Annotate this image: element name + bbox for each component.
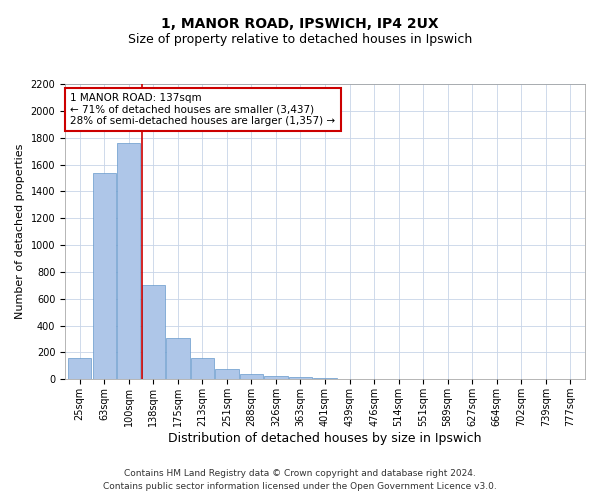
Bar xyxy=(240,374,263,380)
Bar xyxy=(338,378,361,380)
Bar xyxy=(117,143,140,380)
Text: 1, MANOR ROAD, IPSWICH, IP4 2UX: 1, MANOR ROAD, IPSWICH, IP4 2UX xyxy=(161,18,439,32)
X-axis label: Distribution of detached houses by size in Ipswich: Distribution of detached houses by size … xyxy=(168,432,482,445)
Bar xyxy=(92,172,116,380)
Text: Contains HM Land Registry data © Crown copyright and database right 2024.: Contains HM Land Registry data © Crown c… xyxy=(124,468,476,477)
Bar xyxy=(142,286,165,380)
Bar xyxy=(313,378,337,380)
Y-axis label: Number of detached properties: Number of detached properties xyxy=(15,144,25,320)
Bar xyxy=(166,338,190,380)
Bar xyxy=(265,376,287,380)
Text: 1 MANOR ROAD: 137sqm
← 71% of detached houses are smaller (3,437)
28% of semi-de: 1 MANOR ROAD: 137sqm ← 71% of detached h… xyxy=(70,93,335,126)
Bar xyxy=(191,358,214,380)
Bar xyxy=(289,376,312,380)
Text: Size of property relative to detached houses in Ipswich: Size of property relative to detached ho… xyxy=(128,32,472,46)
Text: Contains public sector information licensed under the Open Government Licence v3: Contains public sector information licen… xyxy=(103,482,497,491)
Bar xyxy=(68,358,91,380)
Bar xyxy=(215,368,239,380)
